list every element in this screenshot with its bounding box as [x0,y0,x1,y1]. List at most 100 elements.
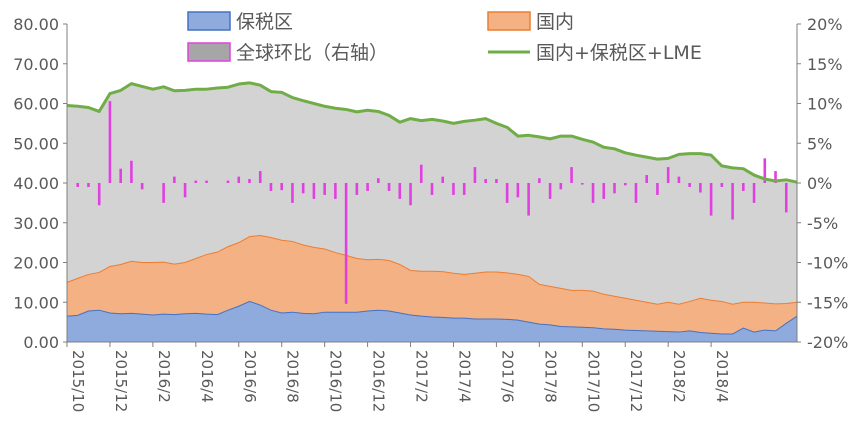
bar-global-mom [409,183,412,206]
x-tick-label: 2016/4 [198,350,216,403]
y-right-tick-label: -15% [807,293,848,312]
x-tick-label: 2016/2 [155,350,173,403]
bar-global-mom [570,167,573,183]
bar-global-mom [291,183,294,203]
y-right-tick-label: -10% [807,254,848,273]
bar-global-mom [473,167,477,183]
x-tick-label: 2016/10 [327,350,345,412]
y-right-tick-label: 15% [807,55,843,74]
x-tick-label: 2017/2 [413,350,431,403]
bar-global-mom [677,176,681,183]
bar-global-mom [130,160,133,183]
y-right-tick-label: -20% [807,333,848,352]
x-tick-label: 2018/4 [713,350,731,403]
y-left-tick-label: 0.00 [23,333,59,352]
legend-swatch [187,11,231,31]
bar-global-mom [441,176,445,183]
legend-label: 保税区 [236,11,293,33]
bar-global-mom [248,179,251,183]
bar-global-mom [527,183,530,216]
bar-global-mom [666,167,670,183]
bar-global-mom [162,183,165,203]
bar-global-mom [76,183,80,187]
legend-label: 国内+保税区+LME [536,42,702,64]
bar-global-mom [634,183,638,203]
bar-global-mom [269,183,273,191]
series-line-total [66,81,798,184]
bar-global-mom [87,183,90,187]
bar-global-mom [559,183,563,190]
x-tick-label: 2017/10 [584,350,602,412]
y-left-tick-label: 50.00 [13,134,59,153]
y-right-tick-label: 10% [807,95,843,114]
bar-global-mom [720,183,724,187]
bar-global-mom [377,178,380,183]
x-tick-label: 2015/12 [112,350,130,412]
bar-global-mom [613,183,616,194]
bar-global-mom [323,183,326,195]
legend-swatch [187,42,231,62]
y-right-tick-label: 5% [807,134,832,153]
bar-global-mom [623,183,627,186]
bar-global-mom [258,171,262,183]
bar-global-mom [119,168,122,183]
y-left-tick-label: 70.00 [13,55,59,74]
x-tick-label: 2017/12 [627,350,645,412]
y-left-tick-label: 40.00 [13,174,59,193]
bar-global-mom [301,183,305,194]
bar-global-mom [183,183,187,198]
bar-global-mom [398,183,402,199]
bar-global-mom [237,176,241,183]
x-tick-label: 2015/10 [69,350,87,412]
series-border-domestic [66,234,798,305]
bar-global-mom [173,176,176,183]
bar-global-mom [548,183,552,199]
bar-global-mom [602,183,606,199]
legend-swatch [487,11,531,31]
bar-global-mom [505,183,509,203]
bar-global-mom [709,183,713,216]
y-left-tick-label: 60.00 [13,95,59,114]
bar-global-mom [516,183,520,198]
bar-global-mom [430,183,434,195]
series-area-bonded [67,301,797,342]
x-tick-label: 2017/6 [498,350,516,403]
bar-global-mom [784,183,788,213]
bar-global-mom [591,183,595,203]
x-tick-label: 2016/12 [370,350,388,412]
bar-global-mom [194,180,198,183]
bar-global-mom [656,183,659,195]
bar-global-mom [387,183,391,191]
bar-global-mom [97,183,101,206]
y-right-tick-label: 0% [807,174,832,193]
bar-global-mom [280,183,284,191]
bar-global-mom [763,158,767,183]
y-left-tick-label: 30.00 [13,214,59,233]
bar-global-mom [334,183,337,199]
bar-global-mom [462,183,466,195]
x-tick-label: 2017/4 [455,350,473,403]
legend-label: 全球环比（右轴） [236,42,388,64]
y-right-tick-label: -5% [807,214,838,233]
bar-global-mom [226,180,230,183]
y-right-tick-label: 20% [807,15,843,34]
bar-global-mom [205,180,208,183]
bar-global-mom [344,183,348,304]
x-tick-label: 2018/2 [670,350,688,403]
bar-global-mom [699,183,702,193]
bar-global-mom [580,183,584,185]
y-left-tick-label: 20.00 [13,254,59,273]
bar-global-mom [355,183,359,195]
bar-global-mom [140,183,144,190]
x-tick-label: 2016/8 [284,350,302,403]
bar-global-mom [366,183,369,191]
x-tick-label: 2017/8 [541,350,559,403]
bar-global-mom [495,179,498,183]
y-left-tick-label: 80.00 [13,15,59,34]
series-border-bonded [66,300,798,335]
bar-global-mom [452,183,455,195]
y-left-tick-label: 10.00 [13,293,59,312]
bar-global-mom [774,171,777,183]
